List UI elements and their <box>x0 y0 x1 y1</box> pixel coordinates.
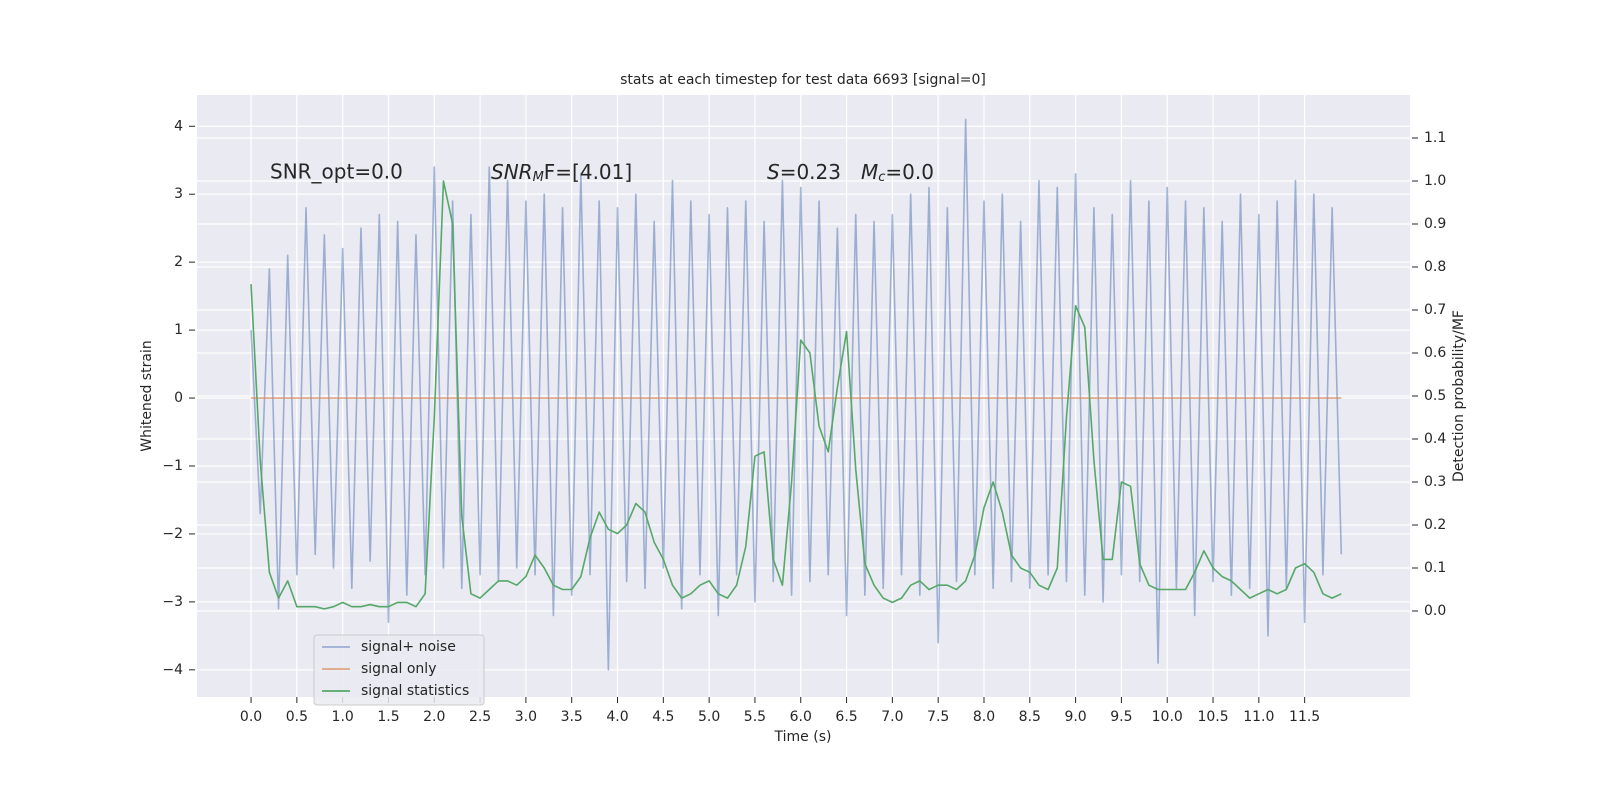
x-tick-label: 9.0 <box>1064 709 1086 725</box>
y-tick-label: 4 <box>174 118 183 134</box>
y-tick-label: 2 <box>174 254 183 270</box>
y2-tick-label: 0.4 <box>1424 431 1446 447</box>
y2-tick-label: 0.6 <box>1424 345 1446 361</box>
y-tick-label: −1 <box>162 458 183 474</box>
annotation: S=0.23 Mc=0.0 <box>767 160 934 185</box>
chart-title: stats at each timestep for test data 669… <box>620 72 986 88</box>
x-tick-label: 10.0 <box>1152 709 1183 725</box>
annotation-part: c <box>878 170 885 185</box>
y-axis-label: Whitened strain <box>139 340 155 451</box>
y2-tick-label: 0.1 <box>1424 560 1446 576</box>
x-tick-label: 8.0 <box>973 709 995 725</box>
y2-tick-label: 1.0 <box>1424 173 1446 189</box>
y-tick-label: −3 <box>162 594 183 610</box>
x-tick-label: 4.5 <box>652 709 674 725</box>
x-tick-label: 11.0 <box>1243 709 1274 725</box>
x-tick-label: 5.0 <box>698 709 720 725</box>
legend-box <box>313 634 485 706</box>
y2-tick-label: 1.1 <box>1424 130 1446 146</box>
x-tick-label: 1.5 <box>377 709 399 725</box>
y2-tick-label: 0.3 <box>1424 474 1446 490</box>
x-tick-label: 3.5 <box>561 709 583 725</box>
x-tick-label: 6.0 <box>790 709 812 725</box>
annotation-part: F=[4.01] <box>544 160 632 184</box>
annotation-part: SNR <box>491 160 533 184</box>
x-tick-label: 2.5 <box>469 709 491 725</box>
y2-tick-label: 0.7 <box>1424 302 1446 318</box>
y2-axis-label: Detection probability/MF <box>1451 310 1467 482</box>
y-tick-label: 3 <box>174 186 183 202</box>
annotation-part: =0.23 <box>780 160 841 184</box>
x-tick-label: 4.0 <box>606 709 628 725</box>
x-tick-label: 11.5 <box>1289 709 1320 725</box>
annotation: SNR_opt=0.0 <box>270 160 403 184</box>
y-tick-label: 0 <box>174 390 183 406</box>
legend-label: signal statistics <box>361 683 469 699</box>
y2-tick-label: 0.0 <box>1424 603 1446 619</box>
x-tick-label: 0.0 <box>240 709 262 725</box>
y2-tick-label: 0.8 <box>1424 259 1446 275</box>
x-tick-label: 5.5 <box>744 709 766 725</box>
annotation-part: =0.0 <box>885 160 934 184</box>
series-line <box>250 118 1343 671</box>
series-line <box>250 180 1342 610</box>
x-tick-label: 7.0 <box>881 709 903 725</box>
x-tick-label: 3.0 <box>515 709 537 725</box>
x-tick-label: 8.5 <box>1019 709 1041 725</box>
y-tick-label: −4 <box>162 662 183 678</box>
x-tick-label: 10.5 <box>1197 709 1228 725</box>
y-tick-label: 1 <box>174 322 183 338</box>
y2-tick-label: 0.2 <box>1424 517 1446 533</box>
annotation: SNRMF=[4.01] <box>491 160 632 185</box>
annotation-part: M <box>861 160 878 184</box>
x-tick-label: 9.5 <box>1110 709 1132 725</box>
legend-label: signal only <box>361 661 436 677</box>
x-axis-label: Time (s) <box>774 729 832 745</box>
x-tick-label: 0.5 <box>286 709 308 725</box>
legend-label: signal+ noise <box>361 639 456 655</box>
annotation-part: S <box>767 160 780 184</box>
x-tick-label: 7.5 <box>927 709 949 725</box>
x-tick-label: 1.0 <box>332 709 354 725</box>
y2-tick-label: 0.5 <box>1424 388 1446 404</box>
y2-tick-label: 0.9 <box>1424 216 1446 232</box>
annotation-part: M <box>533 170 544 185</box>
x-tick-label: 2.0 <box>423 709 445 725</box>
y-tick-label: −2 <box>162 526 183 542</box>
x-tick-label: 6.5 <box>835 709 857 725</box>
